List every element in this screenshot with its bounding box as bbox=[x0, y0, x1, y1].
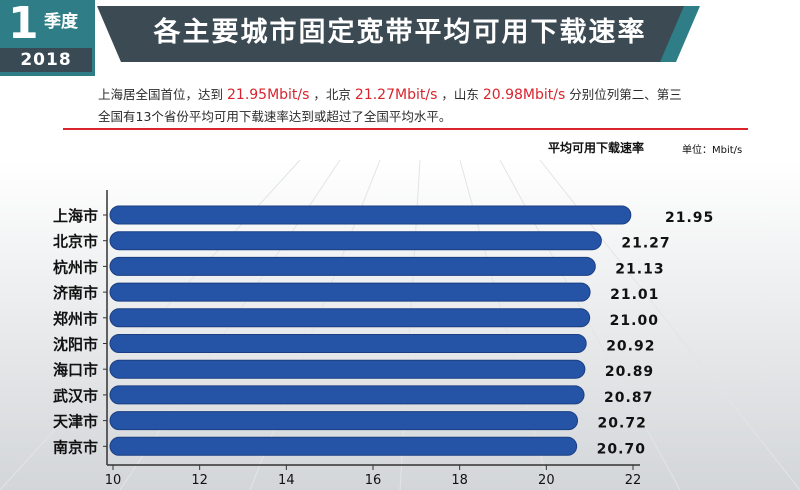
bar bbox=[109, 231, 602, 251]
highlight-value: 21.95Mbit/s bbox=[227, 87, 310, 103]
x-tick-label: 14 bbox=[278, 473, 295, 488]
description-text: 上海居全国首位，达到 bbox=[98, 87, 224, 102]
unit-label: 单位：Mbit/s bbox=[682, 145, 743, 156]
description-text: ，北京 bbox=[313, 87, 351, 102]
x-tick-label: 22 bbox=[625, 473, 642, 488]
x-tick-label: 18 bbox=[451, 473, 468, 488]
category-label: 济南市 bbox=[53, 284, 98, 302]
data-label: 20.92 bbox=[606, 339, 655, 355]
description-text: ，山东 bbox=[441, 87, 479, 102]
red-divider bbox=[63, 128, 748, 130]
description-text: 分别位列第二、第三 bbox=[569, 87, 682, 102]
data-label: 21.00 bbox=[610, 313, 659, 329]
highlight-value: 21.27Mbit/s bbox=[354, 87, 438, 103]
description-line-2: 全国有13个省份平均可用下载速率达到或超过了全国平均水平。 bbox=[98, 109, 452, 124]
category-label: 上海市 bbox=[53, 207, 98, 225]
category-label: 沈阳市 bbox=[53, 336, 98, 354]
bar bbox=[109, 256, 596, 276]
data-label: 21.27 bbox=[621, 236, 670, 252]
bar bbox=[109, 205, 632, 225]
data-label: 21.95 bbox=[665, 210, 714, 226]
data-label: 20.72 bbox=[598, 416, 647, 432]
metric-label: 平均可用下载速率 bbox=[548, 141, 645, 155]
bar bbox=[109, 282, 591, 302]
x-tick-label: 16 bbox=[365, 473, 382, 488]
description-line-1: 上海居全国首位，达到 21.95Mbit/s ，北京 21.27Mbit/s ，… bbox=[98, 84, 758, 106]
year-label: 2018 bbox=[0, 48, 92, 72]
bar bbox=[109, 385, 585, 405]
category-label: 杭州市 bbox=[53, 258, 98, 276]
category-label: 北京市 bbox=[53, 233, 98, 251]
quarter-number: 1 bbox=[8, 0, 39, 49]
category-label: 郑州市 bbox=[53, 310, 98, 328]
x-tick-label: 10 bbox=[105, 473, 122, 488]
page-title: 各主要城市固定宽带平均可用下载速率 bbox=[153, 17, 647, 48]
data-label: 21.01 bbox=[610, 287, 659, 303]
quarter-badge: 1 季度 2018 bbox=[0, 0, 95, 76]
category-label: 南京市 bbox=[53, 438, 98, 456]
bar bbox=[109, 308, 591, 328]
data-label: 21.13 bbox=[615, 261, 664, 277]
quarter-label: 季度 bbox=[44, 12, 78, 32]
bar bbox=[109, 436, 578, 456]
data-label: 20.70 bbox=[597, 441, 646, 457]
highlight-value: 20.98Mbit/s bbox=[482, 87, 566, 103]
category-label: 海口市 bbox=[53, 361, 98, 379]
bar bbox=[109, 359, 586, 379]
category-label: 天津市 bbox=[53, 413, 98, 431]
description: 上海居全国首位，达到 21.95Mbit/s ，北京 21.27Mbit/s ，… bbox=[98, 84, 758, 128]
x-tick-label: 20 bbox=[538, 473, 555, 488]
data-label: 20.89 bbox=[605, 364, 654, 380]
bar bbox=[109, 411, 579, 431]
data-label: 20.87 bbox=[604, 390, 653, 406]
title-banner bbox=[97, 6, 697, 62]
x-tick-label: 12 bbox=[191, 473, 208, 488]
category-label: 武汉市 bbox=[53, 387, 98, 405]
bar bbox=[109, 334, 587, 353]
